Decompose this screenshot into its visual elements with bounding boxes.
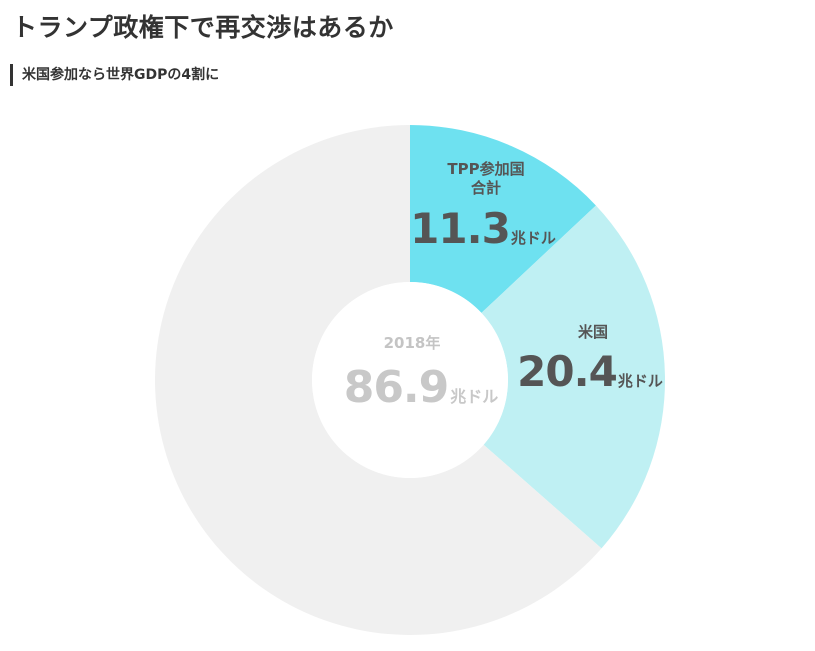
center-year-label: 2018年 [384,334,441,352]
donut-slices [155,125,665,635]
slice-value-us-number: 20.4 [517,347,617,396]
slice-tpp [410,125,596,313]
chart-title: トランプ政権下で再交渉はあるか [12,13,394,42]
slice-label-tpp-line1: TPP参加国 [447,160,524,178]
center-total: 86.9 兆ドル [344,362,499,413]
center-total-unit: 兆ドル [450,387,498,406]
slice-label-us: 米国 [578,323,608,341]
slice-value-tpp: 11.3兆ドル [410,204,556,253]
center-total-value: 86.9 [344,362,449,413]
slice-value-tpp-number: 11.3 [410,204,510,253]
slice-value-us-unit: 兆ドル [618,372,663,390]
donut-hole [312,282,508,478]
chart-subtitle: 米国参加なら世界GDPの4割に [10,64,219,86]
slice-value-us: 20.4兆ドル [517,347,663,396]
slice-value-tpp-unit: 兆ドル [511,229,556,247]
slice-us [481,205,665,549]
slice-rest-of-world [155,125,602,635]
slice-label-tpp-line2: 合計 [470,179,501,197]
